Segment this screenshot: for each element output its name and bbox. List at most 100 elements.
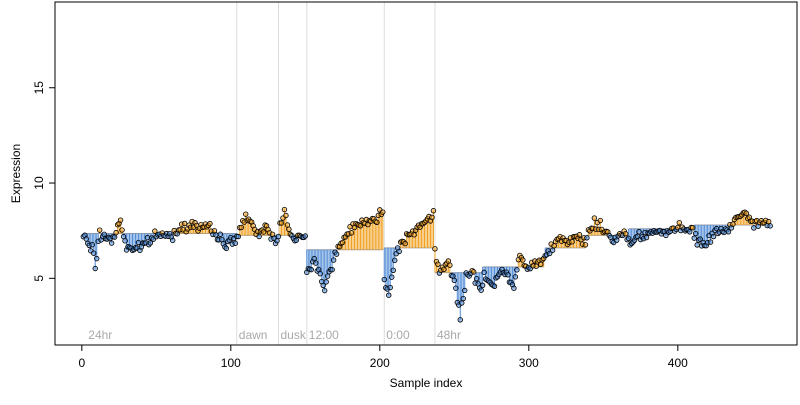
data-point [478,287,484,293]
data-point [430,208,437,214]
data-point [462,287,468,294]
data-point [243,211,249,217]
data-point [730,221,736,227]
data-point [380,209,386,215]
data-point [582,242,589,248]
annotation-label: 48hr [437,328,461,342]
data-point [479,282,486,289]
data-point [743,210,750,217]
annotation-labels: 24hr dawn dusk 12:00 0:00 48hr [88,328,461,342]
data-point [569,239,575,245]
data-point [697,236,703,242]
data-point [117,217,124,223]
data-point [321,287,328,294]
data-point [238,224,244,231]
data-point [320,282,326,289]
x-tick-label: 300 [519,356,539,370]
data-point [694,242,700,248]
data-point [432,246,438,252]
data-point [144,234,151,241]
data-point [676,219,682,226]
data-point [135,239,142,246]
data-point [387,284,393,291]
data-point [386,292,392,298]
data-point [402,240,408,247]
data-point [389,274,395,280]
annotation-label: dusk [280,328,306,342]
data-point [411,232,417,238]
data-point [690,225,696,231]
data-point [473,275,480,282]
data-point [223,245,230,252]
x-axis: 0 100 200 300 400 [78,344,688,370]
data-point [181,220,188,227]
data-point [96,227,103,233]
data-point [505,272,511,278]
data-point [324,273,331,279]
x-tick-label: 100 [221,356,241,370]
data-point [451,277,458,284]
x-axis-title: Sample index [390,376,463,390]
annotation-lines [236,2,436,345]
data-point [622,231,629,237]
annotation-label: 12:00 [309,328,339,342]
data-point [625,235,632,242]
data-point [232,240,238,246]
y-tick-label: 15 [32,81,46,95]
data-point [381,276,387,283]
x-tick-label: 400 [668,356,688,370]
data-point [392,257,398,264]
data-point [538,261,544,267]
data-point [390,267,396,273]
data-point [256,233,262,240]
data-point [751,225,757,231]
data-point [101,231,107,238]
annotation-label: dawn [239,328,268,342]
data-point [308,266,314,273]
data-point [333,251,340,257]
data-point [329,266,335,273]
data-point [323,279,329,285]
data-point [643,234,650,241]
data-point [533,263,539,269]
x-tick-label: 200 [370,356,390,370]
data-point [260,229,267,235]
data-point [147,240,154,246]
data-point [217,231,224,237]
data-point [91,250,97,256]
segment-bars [82,209,771,320]
data-point [286,226,292,232]
data-point [374,219,380,225]
data-point [317,271,323,277]
data-point [311,255,317,262]
annotation-label: 24hr [88,328,112,342]
data-point [591,215,598,221]
data-point [584,235,590,241]
data-point [119,227,125,233]
y-axis-title: Expression [9,144,23,203]
data-point [707,239,714,245]
data-point [453,285,459,291]
data-point [435,261,441,267]
data-point [491,283,498,289]
data-point [293,237,300,243]
annotation-label: 0:00 [386,328,410,342]
data-point [520,257,526,263]
y-axis: 5 10 15 [32,81,56,282]
data-point [313,260,319,266]
data-point [108,240,115,246]
data-point [470,269,477,275]
x-tick-label: 0 [78,356,85,370]
data-point [330,257,337,263]
data-point [94,255,100,262]
data-point [576,232,583,238]
data-point [767,223,773,229]
data-point [429,214,435,221]
data-point [235,233,241,240]
data-point [457,317,463,323]
data-points [80,206,773,323]
data-point [122,238,128,244]
data-point [692,230,699,237]
